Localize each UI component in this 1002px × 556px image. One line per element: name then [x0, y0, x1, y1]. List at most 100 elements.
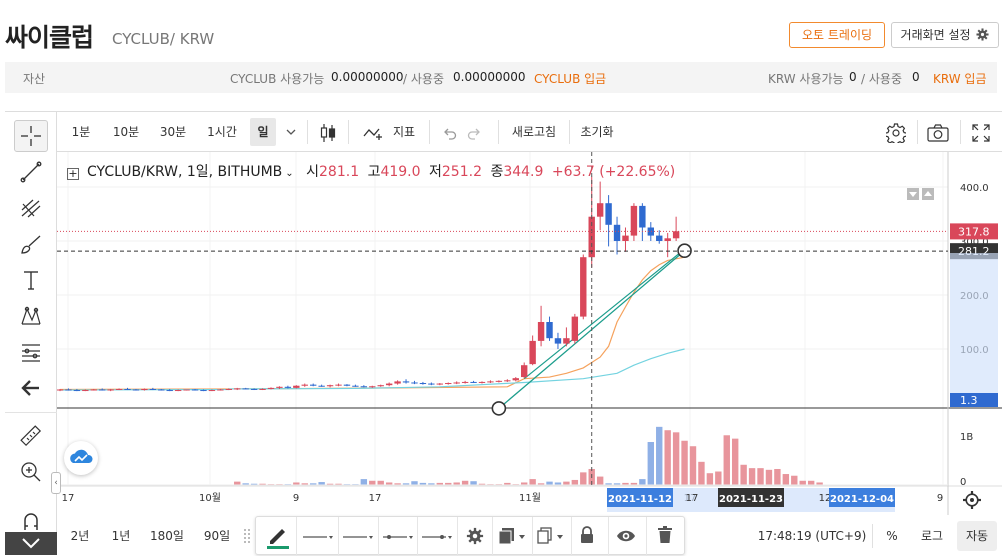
interval-1m[interactable]: 1분 — [71, 125, 91, 139]
fib-icon[interactable] — [14, 336, 48, 368]
candle-body — [394, 381, 401, 384]
volume-bar — [537, 483, 545, 485]
line-color-select[interactable] — [303, 531, 333, 545]
indicator-icon[interactable] — [363, 118, 385, 146]
collapse-panel-button[interactable]: ‹ — [51, 472, 61, 494]
candle-body — [369, 386, 376, 388]
camera-icon[interactable] — [925, 118, 951, 146]
line-style-select[interactable] — [383, 531, 413, 545]
arrow-left-icon[interactable] — [14, 372, 48, 404]
volume-bar — [546, 481, 553, 485]
screen-settings-button[interactable]: 거래화면 설정 — [891, 22, 999, 48]
legend-toggle-icon[interactable]: + — [67, 167, 79, 180]
fullscreen-icon[interactable] — [969, 118, 993, 146]
time-tick-label: 17 — [369, 493, 382, 504]
interval-1h[interactable]: 1시간 — [207, 125, 237, 139]
text-icon[interactable] — [14, 264, 48, 296]
crosshair-icon[interactable] — [14, 120, 48, 152]
lock-icon[interactable] — [580, 526, 594, 547]
legend-close: 344.9 — [503, 164, 544, 180]
price-label-bottom: 1.3 — [960, 394, 978, 407]
chevron-down-icon[interactable]: ⌄ — [285, 168, 294, 179]
axis-settings-icon[interactable] — [962, 490, 984, 512]
candle-body — [605, 203, 612, 225]
candle-body — [504, 380, 511, 382]
volume-bar — [461, 480, 469, 485]
trash-icon[interactable] — [657, 526, 673, 547]
percent-toggle[interactable]: % — [886, 529, 898, 543]
chart-grid — [57, 152, 1002, 515]
krw-deposit-link[interactable]: KRW 입금 — [933, 72, 987, 86]
drawing-settings-icon[interactable] — [466, 527, 484, 548]
volume-bar — [698, 461, 705, 485]
volume-bar — [234, 481, 241, 485]
interval-10m[interactable]: 10분 — [112, 125, 140, 139]
volume-bar — [504, 482, 511, 485]
range-2y[interactable]: 2년 — [70, 529, 90, 543]
candle-type-icon[interactable] — [317, 118, 339, 146]
candle-body — [343, 384, 351, 386]
refresh-button[interactable]: 새로고침 — [511, 125, 557, 139]
time-tick-label: 9 — [937, 493, 943, 504]
layers-icon[interactable] — [498, 527, 526, 548]
candle-body — [301, 384, 308, 386]
redo-icon[interactable] — [465, 118, 485, 146]
candle-body — [90, 389, 97, 391]
candle-body — [445, 383, 452, 385]
scale-up-glyph — [924, 191, 932, 196]
magnet-icon[interactable] — [14, 506, 48, 538]
undo-icon[interactable] — [439, 118, 459, 146]
coin-pair: CYCLUB/ KRW — [112, 30, 215, 48]
candle-body — [149, 388, 157, 390]
interval-day[interactable]: 일 — [250, 118, 276, 146]
interval-30m[interactable]: 30분 — [159, 125, 187, 139]
legend-symbol[interactable]: CYCLUB/KRW, 1일, BITHUMB — [87, 164, 283, 180]
zoom-in-icon[interactable] — [14, 456, 48, 488]
candle-body — [166, 390, 173, 392]
legend-open: 281.1 — [319, 164, 360, 180]
volume-bar — [681, 440, 688, 485]
volume-bar — [360, 479, 368, 485]
range-1y[interactable]: 1년 — [111, 529, 131, 543]
candle-body — [647, 227, 654, 236]
brush-icon[interactable] — [14, 228, 48, 260]
auto-scale-toggle[interactable]: 자동 — [957, 521, 997, 551]
eye-icon[interactable] — [616, 529, 636, 546]
pencil-icon[interactable] — [266, 523, 290, 552]
collapse-toolbar-button[interactable] — [5, 532, 57, 555]
line-width-select[interactable] — [343, 531, 373, 545]
candle-body — [537, 322, 545, 341]
volume-bar — [318, 482, 325, 485]
utc-clock[interactable]: 17:48:19 (UTC+9) — [757, 529, 867, 543]
pitchfork-icon[interactable] — [14, 192, 48, 224]
settings-icon[interactable] — [884, 118, 908, 146]
chevron-down-icon — [22, 538, 40, 549]
candle-body — [360, 386, 368, 388]
scale-down-glyph — [909, 192, 917, 197]
auto-trading-button[interactable]: 오토 트레이딩 — [789, 22, 885, 48]
ruler-icon[interactable] — [14, 420, 48, 452]
volume-bar — [613, 483, 621, 485]
krw-available-value: 0 — [849, 70, 857, 84]
range-90d[interactable]: 90일 — [203, 529, 231, 543]
palette-drag-handle[interactable] — [244, 529, 250, 543]
volume-bar — [757, 468, 764, 485]
log-toggle[interactable]: 로그 — [920, 529, 944, 543]
chart-logo-icon[interactable] — [64, 441, 98, 475]
legend-close-label: 종 — [490, 164, 504, 180]
reset-button[interactable]: 초기화 — [580, 125, 614, 139]
pattern-icon[interactable] — [14, 300, 48, 332]
line-end-select[interactable] — [422, 531, 452, 545]
candle-body — [546, 322, 553, 339]
clone-icon[interactable] — [537, 527, 565, 548]
candlesticks — [57, 176, 680, 392]
volume-bar — [605, 483, 612, 485]
trend-line-icon[interactable] — [14, 156, 48, 188]
indicator-button[interactable]: 지표 — [392, 125, 416, 139]
chevron-down-icon — [286, 129, 296, 135]
range-180d[interactable]: 180일 — [150, 529, 184, 543]
candle-body — [284, 386, 292, 388]
interval-dropdown[interactable] — [283, 118, 299, 146]
cyclub-deposit-link[interactable]: CYCLUB 입금 — [534, 72, 607, 86]
